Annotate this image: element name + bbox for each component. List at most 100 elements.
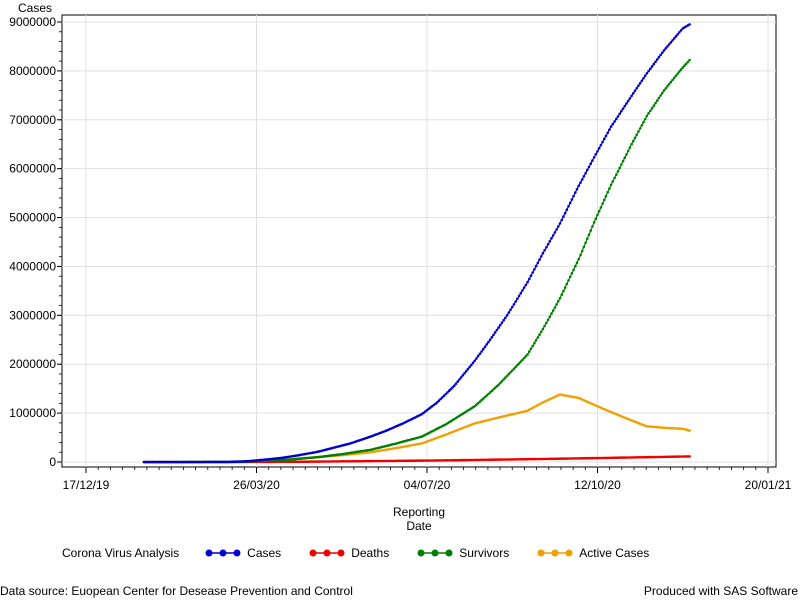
data-point-survivors xyxy=(478,400,482,404)
data-point-cases xyxy=(672,37,676,40)
data-point-cases xyxy=(623,104,627,108)
data-point-survivors xyxy=(488,391,492,394)
legend: Corona Virus Analysis Cases Deaths Survi… xyxy=(62,544,677,562)
data-point-cases xyxy=(456,380,460,383)
data-point-survivors xyxy=(504,376,507,379)
data-point-survivors xyxy=(553,306,557,309)
data-point-survivors xyxy=(509,371,512,374)
data-point-survivors xyxy=(659,94,662,97)
data-point-deaths xyxy=(408,459,412,463)
y-axis-title: Cases xyxy=(18,1,53,15)
data-point-cases xyxy=(601,140,604,144)
data-point-survivors xyxy=(476,401,480,405)
y-tick-label: 0 xyxy=(49,455,56,469)
data-point-cases xyxy=(471,361,475,365)
data-point-cases xyxy=(502,318,506,322)
data-point-cases xyxy=(482,347,485,351)
data-point-cases xyxy=(505,314,509,317)
data-point-cases xyxy=(557,225,560,228)
data-point-survivors xyxy=(499,381,502,385)
data-point-survivors xyxy=(649,109,652,113)
data-point-cases xyxy=(577,184,580,188)
data-point-cases xyxy=(539,255,543,258)
data-point-survivors xyxy=(616,170,620,173)
data-point-deaths xyxy=(374,459,378,463)
data-point-cases xyxy=(480,350,483,353)
x-axis-title-line-2: Date xyxy=(406,519,432,533)
data-point-survivors xyxy=(594,217,598,220)
data-point-survivors xyxy=(541,327,545,331)
data-point-survivors xyxy=(623,156,627,159)
data-point-survivors xyxy=(495,385,499,388)
data-point-cases xyxy=(458,378,461,381)
data-point-cases xyxy=(447,389,451,393)
data-point-deaths xyxy=(647,455,650,459)
data-point-survivors xyxy=(493,386,497,390)
data-point-survivors xyxy=(630,142,633,146)
data-point-cases xyxy=(560,218,563,222)
data-point-survivors xyxy=(678,70,681,73)
data-point-survivors xyxy=(671,78,674,82)
data-point-cases xyxy=(647,69,650,73)
data-point-cases xyxy=(649,67,652,70)
data-point-survivors xyxy=(480,398,483,402)
data-point-cases xyxy=(551,234,555,237)
legend-swatch-active-cases xyxy=(537,549,573,557)
data-point-cases xyxy=(548,240,552,243)
data-point-survivors xyxy=(568,275,572,279)
data-point-cases xyxy=(678,31,681,34)
data-point-survivors xyxy=(574,264,577,268)
data-point-cases xyxy=(512,303,516,306)
data-point-cases xyxy=(454,382,458,386)
data-point-survivors xyxy=(475,403,478,407)
data-point-cases xyxy=(499,323,502,327)
data-point-cases xyxy=(594,153,598,156)
data-point-survivors xyxy=(672,76,676,80)
data-point-survivors xyxy=(667,82,671,86)
legend-label-cases: Cases xyxy=(247,546,282,560)
data-point-cases xyxy=(470,363,473,367)
data-point-cases xyxy=(536,261,540,265)
x-tick-label: 12/10/20 xyxy=(574,478,621,492)
data-point-cases xyxy=(546,243,550,246)
data-point-cases xyxy=(442,394,446,398)
data-point-cases xyxy=(633,89,637,93)
data-point-cases xyxy=(485,343,489,346)
data-point-survivors xyxy=(529,347,533,351)
data-point-cases xyxy=(587,165,591,169)
data-point-cases xyxy=(597,146,601,150)
data-point-cases xyxy=(453,384,456,388)
data-point-cases xyxy=(580,178,584,181)
data-point-cases xyxy=(466,367,470,371)
data-point-survivors xyxy=(633,136,637,140)
data-point-cases xyxy=(464,369,468,373)
legend-swatch-marker xyxy=(337,549,345,557)
data-point-cases xyxy=(444,392,448,396)
data-point-cases xyxy=(487,340,490,344)
data-point-survivors xyxy=(543,324,546,328)
data-point-survivors xyxy=(676,72,679,75)
data-point-cases xyxy=(603,137,606,141)
data-point-cases xyxy=(606,131,609,135)
data-point-cases xyxy=(468,365,471,369)
data-point-cases xyxy=(655,58,659,61)
data-point-cases xyxy=(483,345,487,349)
data-point-survivors xyxy=(642,120,645,124)
data-point-cases xyxy=(507,311,511,314)
data-point-cases xyxy=(490,336,494,339)
x-tick-label: 17/12/19 xyxy=(63,478,110,492)
produced-with-note: Produced with SAS Software xyxy=(643,584,798,598)
data-point-survivors xyxy=(655,99,659,102)
data-point-survivors xyxy=(591,225,594,228)
data-point-deaths xyxy=(543,457,546,461)
data-point-survivors xyxy=(686,60,690,64)
data-point-survivors xyxy=(640,124,644,127)
data-point-cases xyxy=(437,399,441,403)
data-point-cases xyxy=(565,208,569,211)
data-point-cases xyxy=(461,374,465,377)
y-tick-label: 5000000 xyxy=(9,211,56,225)
data-point-cases xyxy=(618,112,621,116)
data-point-survivors xyxy=(679,68,683,71)
data-point-survivors xyxy=(609,183,613,187)
